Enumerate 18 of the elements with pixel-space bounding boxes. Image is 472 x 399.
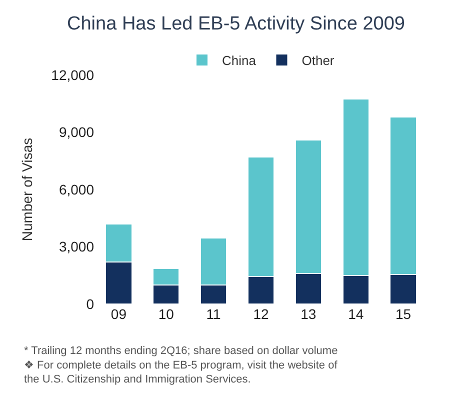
y-tick-label: 3,000 bbox=[58, 238, 94, 255]
y-tick-label: 0 bbox=[86, 296, 94, 312]
x-tick-label: 11 bbox=[206, 306, 222, 322]
text: * Trailing 12 months ending 2Q16; share based on dollar volume bbox=[24, 345, 338, 357]
chart-title: China Has Led EB-5 Activity Since 2009 bbox=[67, 13, 405, 34]
x-tick-label: 14 bbox=[348, 306, 364, 322]
x-tick-label: 10 bbox=[158, 306, 174, 322]
x-tick-label: 15 bbox=[396, 306, 412, 322]
legend-label: Other bbox=[302, 53, 335, 68]
x-tick-label: 09 bbox=[110, 306, 127, 322]
x-tick-label: 13 bbox=[300, 306, 316, 322]
y-tick-label: 12,000 bbox=[51, 66, 94, 83]
y-tick-label: 6,000 bbox=[58, 181, 94, 198]
y-axis-title: Number of Visas bbox=[18, 138, 35, 242]
legend-label: China bbox=[222, 53, 257, 68]
y-tick-label: 9,000 bbox=[58, 124, 94, 140]
text: ❖ For complete details on the EB-5 program, visit the website of the U.S. Citizenship and Immigration Services. bbox=[24, 359, 338, 386]
x-tick-label: 12 bbox=[253, 306, 269, 322]
